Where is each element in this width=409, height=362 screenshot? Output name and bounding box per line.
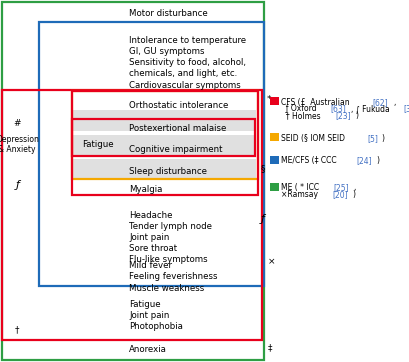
Text: ): )	[355, 111, 358, 120]
Text: [25]: [25]	[333, 183, 348, 192]
Text: Mild fever
Feeling feverishness
Muscle weakness: Mild fever Feeling feverishness Muscle w…	[129, 261, 217, 292]
Text: Orthostatic intolerance: Orthostatic intolerance	[129, 101, 228, 110]
Text: ): )	[351, 190, 354, 199]
Bar	[269, 97, 278, 105]
Text: [23]: [23]	[335, 111, 350, 120]
Text: Cognitive impairment: Cognitive impairment	[129, 145, 222, 154]
Bar	[269, 133, 278, 141]
Bar	[72, 91, 258, 195]
Text: CFS (£  Australian: CFS (£ Australian	[281, 98, 351, 107]
Text: ): )	[380, 134, 383, 143]
Text: ,: ,	[353, 183, 355, 192]
Bar	[72, 159, 256, 179]
Text: *: *	[266, 95, 270, 104]
Text: [35]: [35]	[403, 104, 409, 113]
Text: ×Ramsay: ×Ramsay	[281, 190, 320, 199]
Text: ME ( * ICC: ME ( * ICC	[281, 183, 321, 192]
Bar	[72, 119, 254, 156]
Text: Postexertional malaise: Postexertional malaise	[129, 124, 226, 133]
Text: Myalgia: Myalgia	[129, 185, 162, 194]
Text: §: §	[260, 165, 264, 173]
Text: ƒ Oxford: ƒ Oxford	[281, 104, 319, 113]
Bar	[269, 156, 278, 164]
Text: ƒ: ƒ	[15, 180, 19, 190]
Text: †: †	[15, 325, 19, 334]
Bar	[72, 91, 258, 179]
Text: ): )	[375, 156, 378, 165]
Text: #: #	[13, 119, 21, 127]
Text: ME/CFS (‡ CCC: ME/CFS (‡ CCC	[281, 156, 338, 165]
Text: † Holmes: † Holmes	[281, 111, 322, 120]
Text: [24]: [24]	[355, 156, 371, 165]
Text: SEID (§ IOM SEID: SEID (§ IOM SEID	[281, 134, 347, 143]
Text: Depression
& Anxiety: Depression & Anxiety	[0, 135, 38, 155]
Text: [63]: [63]	[330, 104, 345, 113]
Bar	[72, 135, 256, 156]
Text: Motor disturbance: Motor disturbance	[129, 9, 207, 18]
Bar	[2, 2, 264, 360]
Text: ‡: ‡	[267, 344, 271, 353]
Bar	[269, 183, 278, 191]
Text: ×: ×	[267, 257, 274, 266]
Text: Anorexia: Anorexia	[129, 345, 166, 354]
Text: Sleep disturbance: Sleep disturbance	[129, 167, 207, 176]
Text: Fatigue
Joint pain
Photophobia: Fatigue Joint pain Photophobia	[129, 300, 182, 331]
Bar	[72, 110, 256, 131]
Text: Intolerance to temperature
GI, GU symptoms
Sensitivity to food, alcohol,
chemica: Intolerance to temperature GI, GU sympto…	[129, 36, 246, 90]
Text: [62]: [62]	[372, 98, 388, 107]
Text: Fatigue: Fatigue	[82, 140, 114, 149]
Text: [5]: [5]	[366, 134, 377, 143]
Bar	[39, 22, 264, 286]
Bar	[2, 90, 262, 340]
Text: , ∫ Fukuda: , ∫ Fukuda	[350, 104, 391, 113]
Text: Headache
Tender lymph node
Joint pain
Sore throat
Flu-like symptoms: Headache Tender lymph node Joint pain So…	[129, 211, 211, 264]
Text: [20]: [20]	[331, 190, 347, 199]
Text: ,: ,	[392, 98, 394, 107]
Text: ƒ: ƒ	[260, 214, 263, 224]
